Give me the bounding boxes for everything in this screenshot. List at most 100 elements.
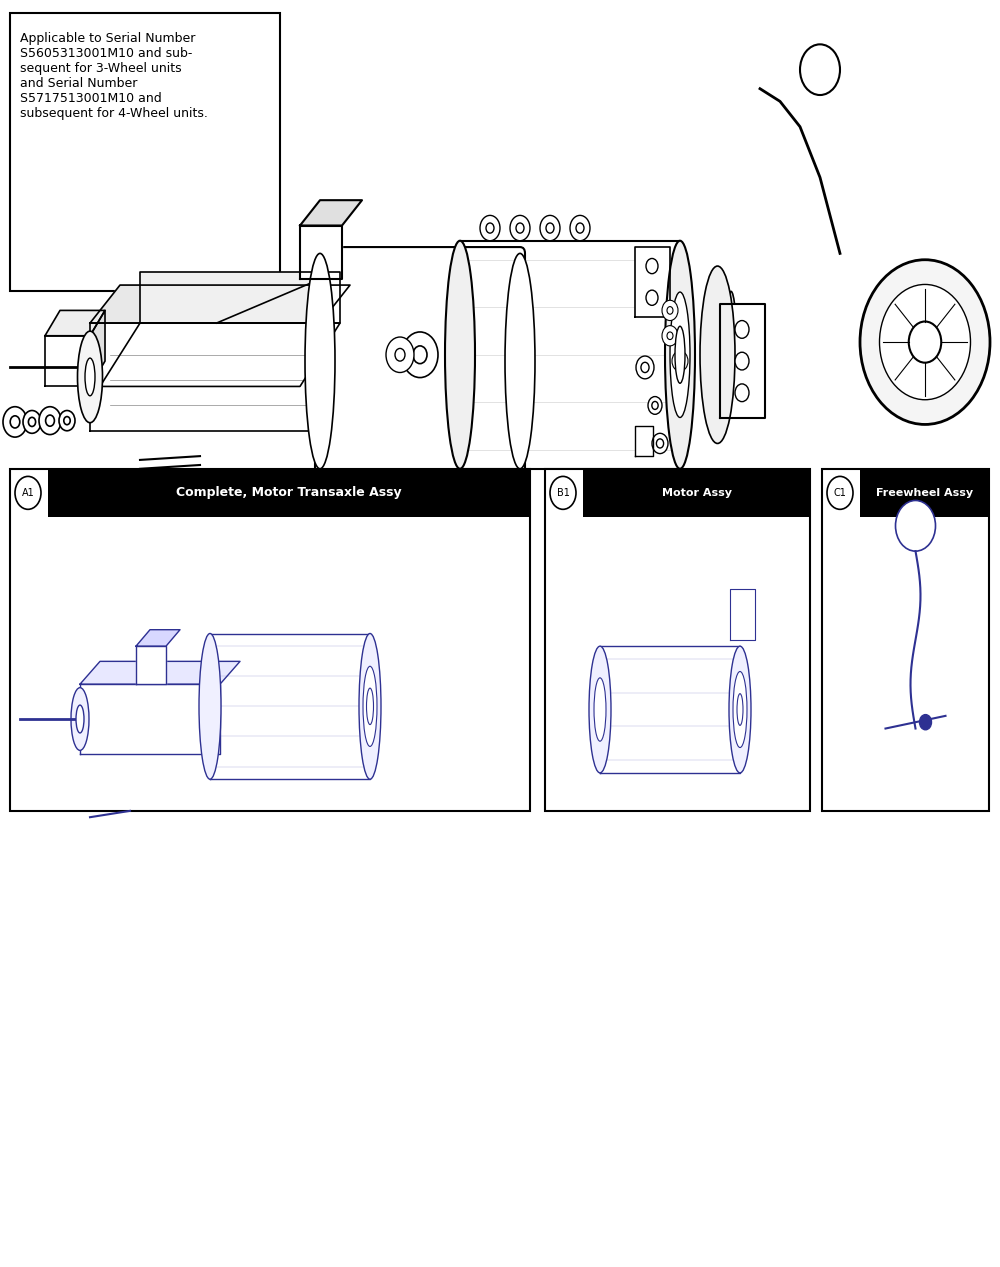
Polygon shape xyxy=(136,630,180,646)
Circle shape xyxy=(413,346,427,364)
Circle shape xyxy=(516,223,524,233)
Ellipse shape xyxy=(366,688,374,725)
Circle shape xyxy=(386,337,414,372)
Polygon shape xyxy=(80,684,220,754)
Ellipse shape xyxy=(199,634,221,779)
Polygon shape xyxy=(460,241,680,469)
Circle shape xyxy=(15,476,41,509)
Circle shape xyxy=(418,702,426,711)
Circle shape xyxy=(662,326,678,346)
Circle shape xyxy=(677,357,683,365)
Polygon shape xyxy=(136,646,166,684)
Circle shape xyxy=(602,603,614,618)
Circle shape xyxy=(42,786,58,806)
Circle shape xyxy=(293,547,301,557)
Circle shape xyxy=(882,749,890,759)
Polygon shape xyxy=(635,247,670,317)
Ellipse shape xyxy=(76,704,84,732)
Circle shape xyxy=(395,348,405,361)
Circle shape xyxy=(652,402,658,409)
Circle shape xyxy=(29,787,47,810)
Circle shape xyxy=(64,417,70,424)
Polygon shape xyxy=(730,589,755,640)
Circle shape xyxy=(656,438,664,449)
Circle shape xyxy=(576,223,584,233)
Circle shape xyxy=(59,411,75,431)
Circle shape xyxy=(583,523,607,554)
Polygon shape xyxy=(90,310,105,386)
Polygon shape xyxy=(720,304,765,418)
Ellipse shape xyxy=(700,266,735,443)
Text: Applicable to Serial Number
S5605313001M10 and sub-
sequent for 3-Wheel units
an: Applicable to Serial Number S5605313001M… xyxy=(20,32,208,119)
Circle shape xyxy=(558,697,578,722)
Bar xyxy=(48,469,530,517)
Text: A1: A1 xyxy=(22,488,34,498)
Polygon shape xyxy=(600,646,740,773)
Text: B1: B1 xyxy=(557,488,569,498)
Circle shape xyxy=(652,433,668,454)
Circle shape xyxy=(909,322,941,362)
Circle shape xyxy=(398,699,406,708)
Circle shape xyxy=(595,594,621,627)
Circle shape xyxy=(384,702,392,711)
Circle shape xyxy=(23,411,41,433)
Ellipse shape xyxy=(505,253,535,469)
Circle shape xyxy=(10,416,20,428)
Polygon shape xyxy=(210,634,370,779)
Ellipse shape xyxy=(729,646,751,773)
Circle shape xyxy=(894,742,908,760)
Ellipse shape xyxy=(733,672,747,748)
Circle shape xyxy=(646,258,658,274)
Bar xyxy=(583,469,810,517)
Circle shape xyxy=(880,285,970,400)
Bar xyxy=(822,469,989,811)
Ellipse shape xyxy=(589,646,611,773)
Circle shape xyxy=(827,476,853,509)
Circle shape xyxy=(636,356,654,379)
Polygon shape xyxy=(90,285,350,323)
Bar xyxy=(545,469,810,811)
Circle shape xyxy=(662,300,678,321)
Circle shape xyxy=(415,697,429,715)
Ellipse shape xyxy=(359,634,381,779)
Circle shape xyxy=(28,417,36,427)
Ellipse shape xyxy=(85,359,95,395)
Circle shape xyxy=(898,748,904,755)
Circle shape xyxy=(288,541,306,564)
Circle shape xyxy=(550,476,576,509)
Circle shape xyxy=(378,694,398,718)
Ellipse shape xyxy=(445,241,475,469)
Circle shape xyxy=(393,692,411,715)
Bar xyxy=(860,469,989,517)
Text: Freewheel Assy: Freewheel Assy xyxy=(876,488,973,498)
Ellipse shape xyxy=(670,293,690,418)
Ellipse shape xyxy=(675,326,685,383)
Circle shape xyxy=(15,786,35,811)
Circle shape xyxy=(648,397,662,414)
Ellipse shape xyxy=(305,253,335,469)
FancyBboxPatch shape xyxy=(315,247,525,475)
Polygon shape xyxy=(635,426,653,456)
Circle shape xyxy=(735,352,749,370)
Circle shape xyxy=(404,697,420,716)
Bar xyxy=(10,469,530,811)
Circle shape xyxy=(510,215,530,241)
Circle shape xyxy=(667,307,673,314)
Circle shape xyxy=(46,416,54,426)
Ellipse shape xyxy=(71,688,89,750)
Ellipse shape xyxy=(78,331,103,423)
Circle shape xyxy=(480,215,500,241)
Circle shape xyxy=(735,384,749,402)
Circle shape xyxy=(570,215,590,241)
Circle shape xyxy=(577,703,587,716)
Circle shape xyxy=(546,223,554,233)
Polygon shape xyxy=(100,323,340,386)
Circle shape xyxy=(3,407,27,437)
Circle shape xyxy=(800,44,840,95)
Polygon shape xyxy=(300,200,362,226)
Circle shape xyxy=(590,532,600,545)
Polygon shape xyxy=(600,557,618,583)
Circle shape xyxy=(547,698,565,721)
Text: C1: C1 xyxy=(834,488,846,498)
Circle shape xyxy=(860,260,990,424)
